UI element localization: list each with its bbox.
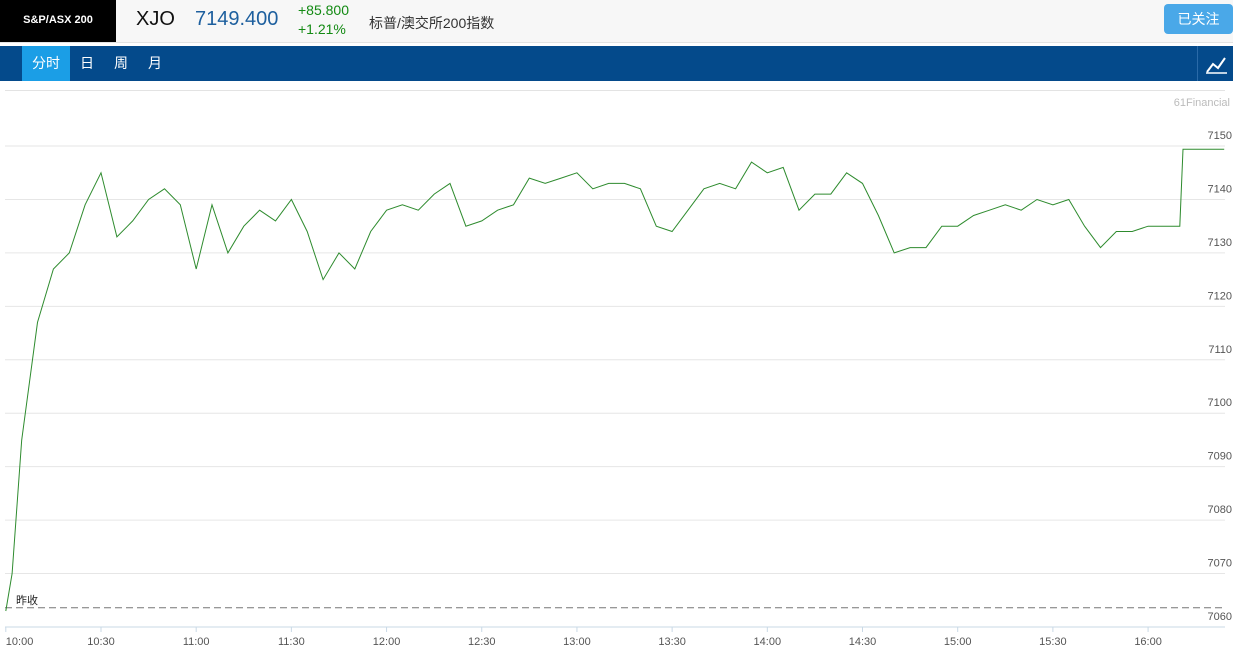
y-tick-label: 7140 [1208,183,1232,195]
tab[interactable]: 周 [114,55,128,71]
y-tick-label: 7090 [1208,451,1232,463]
x-tick-label: 14:30 [849,636,877,648]
index-name: 标普/澳交所200指数 [369,15,495,31]
x-tick-label: 11:30 [278,636,305,648]
x-tick-label: 12:00 [373,636,401,648]
x-tick-label: 16:00 [1134,636,1162,648]
change-pct: +1.21% [298,21,346,37]
symbol: XJO [136,8,175,30]
y-tick-label: 7110 [1208,344,1232,356]
y-tick-label: 7100 [1208,397,1232,409]
x-tick-label: 11:00 [183,636,210,648]
change: +85.800 [298,2,349,18]
y-tick-label: 7130 [1208,237,1232,249]
y-tick-label: 7120 [1208,290,1232,302]
prev-close-label: 昨收 [16,593,38,607]
chart: 61Financial 7060 7070 7080 7090 7100 7110 7120… [5,90,1232,648]
badge: S&P/ASX 200 [0,0,116,42]
y-tick-label: 7070 [1208,558,1232,570]
tab[interactable]: 日 [80,55,94,71]
tab[interactable]: 月 [148,55,162,71]
y-tick-label: 7150 [1208,130,1232,142]
tab[interactable]: 分时 [22,46,70,81]
x-tick-label: 10:30 [87,636,115,648]
y-tick-label: 7060 [1208,611,1232,623]
nav-bar: 分时 日 周 月 [0,46,1233,81]
price: 7149.400 [195,8,279,30]
watermark: 61Financial [1174,97,1230,109]
y-tick-label: 7080 [1208,504,1232,516]
x-tick-label: 12:30 [468,636,496,648]
follow-button[interactable]: 已关注 [1164,4,1233,34]
x-tick-label: 10:00 [6,636,34,648]
x-tick-label: 13:30 [658,636,686,648]
x-tick-label: 15:00 [944,636,972,648]
header: S&P/ASX 200 XJO 7149.400 +85.800 +1.21% … [0,0,1233,43]
x-tick-label: 14:00 [754,636,782,648]
price-line [5,148,1225,612]
x-tick-label: 13:00 [563,636,591,648]
x-tick-label: 15:30 [1039,636,1067,648]
chart-icon[interactable] [1197,46,1233,81]
